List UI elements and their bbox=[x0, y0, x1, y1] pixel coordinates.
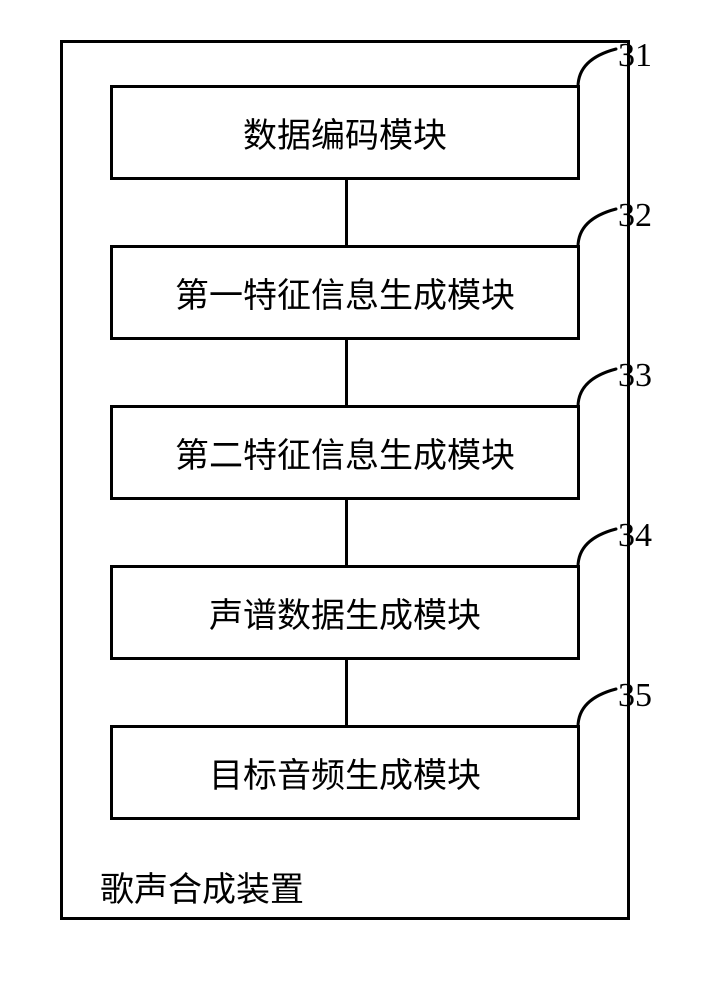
reference-number: 35 bbox=[618, 677, 652, 715]
module-label: 数据编码模块 bbox=[243, 108, 447, 157]
connector bbox=[345, 500, 348, 565]
connector bbox=[345, 340, 348, 405]
reference-number: 33 bbox=[618, 357, 652, 395]
connector bbox=[345, 660, 348, 725]
module-label: 第二特征信息生成模块 bbox=[175, 428, 515, 477]
diagram-canvas: 数据编码模块 31 第一特征信息生成模块 32 第二特征信息生成模块 33 声谱数据生成模块… bbox=[0, 0, 715, 1000]
module-label: 第一特征信息生成模块 bbox=[175, 268, 515, 317]
reference-number: 32 bbox=[618, 197, 652, 235]
module-box: 数据编码模块 bbox=[110, 85, 580, 180]
module-box: 第一特征信息生成模块 bbox=[110, 245, 580, 340]
reference-number: 34 bbox=[618, 517, 652, 555]
module-box: 第二特征信息生成模块 bbox=[110, 405, 580, 500]
module-label: 声谱数据生成模块 bbox=[209, 588, 481, 637]
reference-number: 31 bbox=[618, 37, 652, 75]
module-box: 目标音频生成模块 bbox=[110, 725, 580, 820]
connector bbox=[345, 180, 348, 245]
diagram-caption: 歌声合成装置 bbox=[100, 862, 304, 911]
module-label: 目标音频生成模块 bbox=[209, 748, 481, 797]
module-box: 声谱数据生成模块 bbox=[110, 565, 580, 660]
